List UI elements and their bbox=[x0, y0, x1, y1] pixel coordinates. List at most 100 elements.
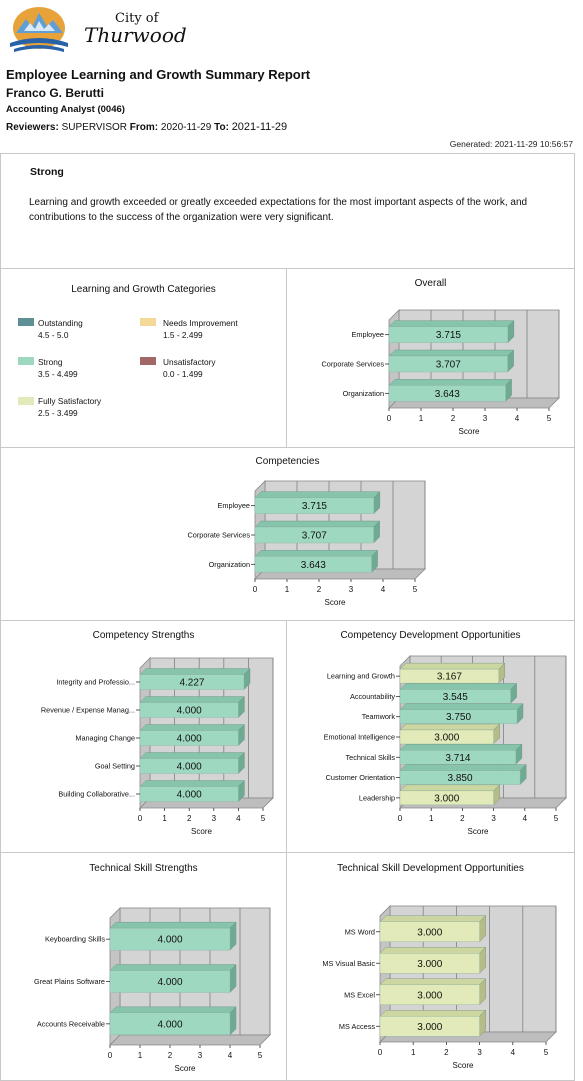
rating-panel bbox=[0, 153, 575, 269]
category-label: Managing Change bbox=[75, 734, 135, 743]
bar-top bbox=[139, 752, 245, 759]
x-axis-label: Score bbox=[325, 598, 346, 607]
category-label: Organization bbox=[209, 560, 250, 569]
bar-value-label: 4.227 bbox=[179, 678, 204, 689]
bar-value-label: 3.167 bbox=[437, 672, 462, 683]
overall-title: Overall bbox=[414, 278, 447, 289]
bar-value-label: 4.000 bbox=[177, 706, 202, 717]
bar-value-label: 3.707 bbox=[302, 531, 327, 542]
bar-top bbox=[399, 683, 518, 690]
x-tick-label: 3 bbox=[349, 585, 354, 594]
x-tick-label: 2 bbox=[317, 585, 322, 594]
bar-top bbox=[109, 1006, 237, 1014]
category-label: Organization bbox=[343, 389, 384, 398]
category-label: MS Visual Basic bbox=[322, 959, 375, 968]
legend-range: 0.0 - 1.499 bbox=[163, 369, 203, 379]
category-label: Customer Orientation bbox=[326, 773, 395, 782]
reviewers-line: Reviewers: SUPERVISOR From: 2020-11-29 T… bbox=[6, 121, 287, 133]
bar-top bbox=[399, 744, 523, 751]
bar-top bbox=[379, 978, 487, 985]
bar-value-label: 3.000 bbox=[417, 959, 442, 970]
x-tick-label: 4 bbox=[515, 414, 520, 423]
bar-value-label: 4.000 bbox=[177, 790, 202, 801]
bar-top bbox=[109, 921, 237, 929]
bar-top bbox=[399, 703, 524, 710]
city-of-text: City of bbox=[115, 11, 159, 26]
category-label: Corporate Services bbox=[188, 531, 251, 540]
x-tick-label: 2 bbox=[460, 814, 465, 823]
category-label: Great Plains Software bbox=[34, 977, 105, 986]
category-label: Leadership bbox=[359, 793, 395, 802]
legend-range: 2.5 - 3.499 bbox=[38, 408, 78, 418]
bar-value-label: 4.000 bbox=[157, 977, 182, 988]
bar-value-label: 4.000 bbox=[177, 762, 202, 773]
category-label: Learning and Growth bbox=[327, 672, 395, 681]
x-tick-label: 0 bbox=[398, 814, 403, 823]
bar-top bbox=[254, 550, 379, 557]
x-axis-label: Score bbox=[459, 427, 480, 436]
bar-value-label: 3.643 bbox=[435, 389, 460, 400]
legend-name: Strong bbox=[38, 357, 63, 367]
legend-swatch-needs-improvement bbox=[140, 318, 156, 326]
category-label: Goal Setting bbox=[95, 762, 135, 771]
bar-top bbox=[139, 696, 245, 703]
bar-top bbox=[399, 784, 501, 792]
comp-strengths-title: Competency Strengths bbox=[92, 630, 195, 641]
bar-value-label: 3.850 bbox=[448, 773, 473, 784]
report-title: Employee Learning and Growth Summary Rep… bbox=[6, 67, 311, 82]
employee-name: Franco G. Berutti bbox=[6, 86, 105, 100]
category-label: MS Access bbox=[339, 1022, 375, 1031]
bar-top bbox=[388, 379, 513, 386]
legend-range: 4.5 - 5.0 bbox=[38, 330, 69, 340]
x-tick-label: 4 bbox=[228, 1051, 233, 1060]
category-label: Emotional Intelligence bbox=[324, 733, 395, 742]
category-label: Corporate Services bbox=[322, 360, 385, 369]
category-label: Employee bbox=[218, 501, 250, 510]
comp-strengths-chart: 0 1 2 3 4 5 Score 4.227 Integrity and Professio.… bbox=[41, 657, 274, 836]
bar-top bbox=[379, 1010, 487, 1017]
x-axis-label: Score bbox=[453, 1061, 474, 1070]
from-label: From: bbox=[129, 122, 159, 133]
bar-top bbox=[399, 662, 506, 670]
tech-strengths-title: Technical Skill Strengths bbox=[89, 863, 198, 874]
x-tick-label: 3 bbox=[477, 1048, 482, 1057]
legend-item-unsatisfactory: Unsatisfactory 0.0 - 1.499 bbox=[163, 356, 216, 380]
category-label: MS Word bbox=[345, 927, 375, 936]
competencies-title: Competencies bbox=[255, 456, 320, 467]
to-value: 2021-11-29 bbox=[231, 121, 288, 133]
bar-value-label: 3.714 bbox=[445, 753, 470, 764]
x-tick-label: 1 bbox=[429, 814, 434, 823]
tech-dev-title: Technical Skill Development Opportunitie… bbox=[337, 863, 524, 874]
x-tick-label: 4 bbox=[381, 585, 386, 594]
bar-value-label: 4.000 bbox=[157, 1019, 182, 1030]
x-axis-label: Score bbox=[468, 827, 489, 836]
x-tick-label: 5 bbox=[547, 414, 552, 423]
bar-top bbox=[254, 491, 381, 498]
chart-floor bbox=[109, 1034, 271, 1046]
bar-value-label: 4.000 bbox=[177, 734, 202, 745]
bar-value-label: 3.000 bbox=[434, 793, 459, 804]
tech-strengths-chart: 0 1 2 3 4 5 Score 4.000 Keyboarding Skills 4.000 G… bbox=[34, 907, 271, 1073]
x-tick-label: 3 bbox=[212, 814, 217, 823]
legend-swatch-strong bbox=[18, 357, 34, 365]
x-tick-label: 0 bbox=[387, 414, 392, 423]
x-tick-label: 3 bbox=[483, 414, 488, 423]
bar-top bbox=[139, 780, 245, 787]
category-label: Accountability bbox=[350, 692, 395, 701]
x-axis-label: Score bbox=[175, 1064, 196, 1073]
bar-top bbox=[388, 349, 515, 357]
x-tick-label: 0 bbox=[253, 585, 258, 594]
bar-top bbox=[254, 520, 381, 528]
bar-top bbox=[379, 947, 487, 954]
legend-swatch-fully-satisfactory bbox=[18, 397, 34, 405]
overall-chart: 0 1 2 3 4 5 Score 3.715 Employee 3.707 Corporate S… bbox=[322, 309, 560, 436]
legend-name: Outstanding bbox=[38, 318, 83, 328]
city-logo-icon bbox=[10, 7, 68, 52]
x-tick-label: 4 bbox=[523, 814, 528, 823]
legend-swatch-outstanding bbox=[18, 318, 34, 326]
bar-value-label: 3.750 bbox=[446, 712, 471, 723]
legend-name: Fully Satisfactory bbox=[38, 396, 102, 406]
category-label: Building Collaborative... bbox=[58, 790, 135, 799]
reviewers-label: Reviewers: bbox=[6, 122, 59, 133]
bar-top bbox=[388, 320, 515, 327]
